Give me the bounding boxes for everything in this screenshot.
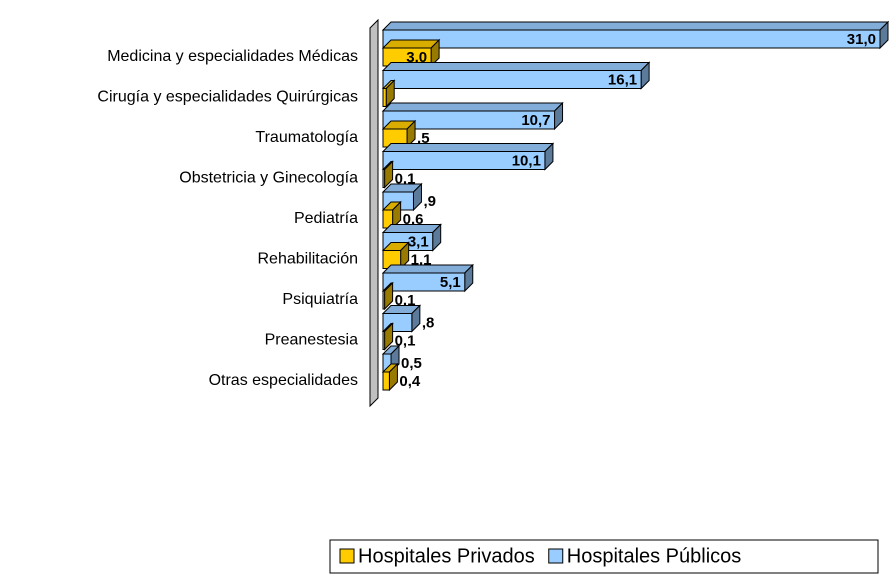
bar <box>381 38 441 68</box>
legend-label: Hospitales Públicos <box>567 545 742 567</box>
bar <box>381 79 396 108</box>
category-label: Traumatología <box>255 129 358 146</box>
bar <box>381 160 394 189</box>
bar <box>381 304 422 333</box>
bar-top <box>381 143 555 152</box>
value-label: ,8 <box>422 314 435 331</box>
category-label: Pediatría <box>294 210 358 227</box>
value-label: 0,5 <box>401 355 422 372</box>
legend-label: Hospitales Privados <box>358 545 535 567</box>
bar-front <box>382 169 386 188</box>
bar <box>381 281 394 311</box>
bar <box>381 182 423 212</box>
legend-swatch <box>548 548 564 564</box>
value-label: 10,1 <box>512 152 541 169</box>
bar-front <box>382 272 466 292</box>
bar-front <box>382 110 556 130</box>
bar-front <box>382 371 390 391</box>
bar-top <box>381 224 442 233</box>
bar <box>381 362 399 392</box>
category-label: Cirugía y especialidades Quirúrgicas <box>97 89 358 106</box>
category-label: Rehabilitación <box>257 251 358 268</box>
bar-top <box>381 264 474 274</box>
bar-front <box>382 29 881 49</box>
bar-front <box>382 290 386 310</box>
axis-wall <box>369 18 379 408</box>
category-label: Otras especialidades <box>209 372 358 389</box>
bar-front <box>382 331 386 350</box>
value-label: 10,7 <box>521 112 550 129</box>
bar <box>381 322 394 351</box>
bar <box>381 200 402 230</box>
bar-front <box>382 88 387 107</box>
legend-swatch <box>339 548 355 564</box>
bar-top <box>381 21 890 31</box>
legend: Hospitales Privados Hospitales Públicos <box>329 539 879 574</box>
bar <box>381 142 555 171</box>
value-label: 31,0 <box>847 31 876 48</box>
bar-front <box>382 151 546 170</box>
value-label: 0,1 <box>395 332 416 349</box>
value-label: 3,0 <box>406 49 427 66</box>
plot: 31,0 3,0 16,1 10,7 ,5 10,1 0,1 ,90,6 3,11,1 5,1 0,… <box>381 20 890 392</box>
category-label: Medicina y especialidades Médicas <box>107 48 358 65</box>
value-label: 0,1 <box>395 292 416 309</box>
bar <box>381 20 890 50</box>
bar <box>381 263 474 293</box>
value-label: 16,1 <box>608 71 637 88</box>
bar-top <box>381 62 651 71</box>
value-label: 0,6 <box>403 211 424 228</box>
bar-front <box>382 70 642 89</box>
value-label: 3,1 <box>408 233 429 250</box>
category-label: Psiquiatría <box>282 291 358 308</box>
value-label: 5,1 <box>440 274 461 291</box>
legend-box <box>329 539 879 574</box>
value-label: 1,1 <box>411 251 432 268</box>
bar-top <box>381 39 441 49</box>
category-label: Obstetricia y Ginecología <box>179 170 358 187</box>
bar <box>381 61 651 90</box>
bar <box>381 101 564 131</box>
value-label: 0,1 <box>395 170 416 187</box>
value-label: ,5 <box>417 130 430 147</box>
category-label: Preanestesia <box>265 332 358 349</box>
bar <box>381 241 410 270</box>
bar-top <box>381 102 564 112</box>
value-label: 0,4 <box>399 373 421 390</box>
value-label: ,9 <box>423 193 436 210</box>
